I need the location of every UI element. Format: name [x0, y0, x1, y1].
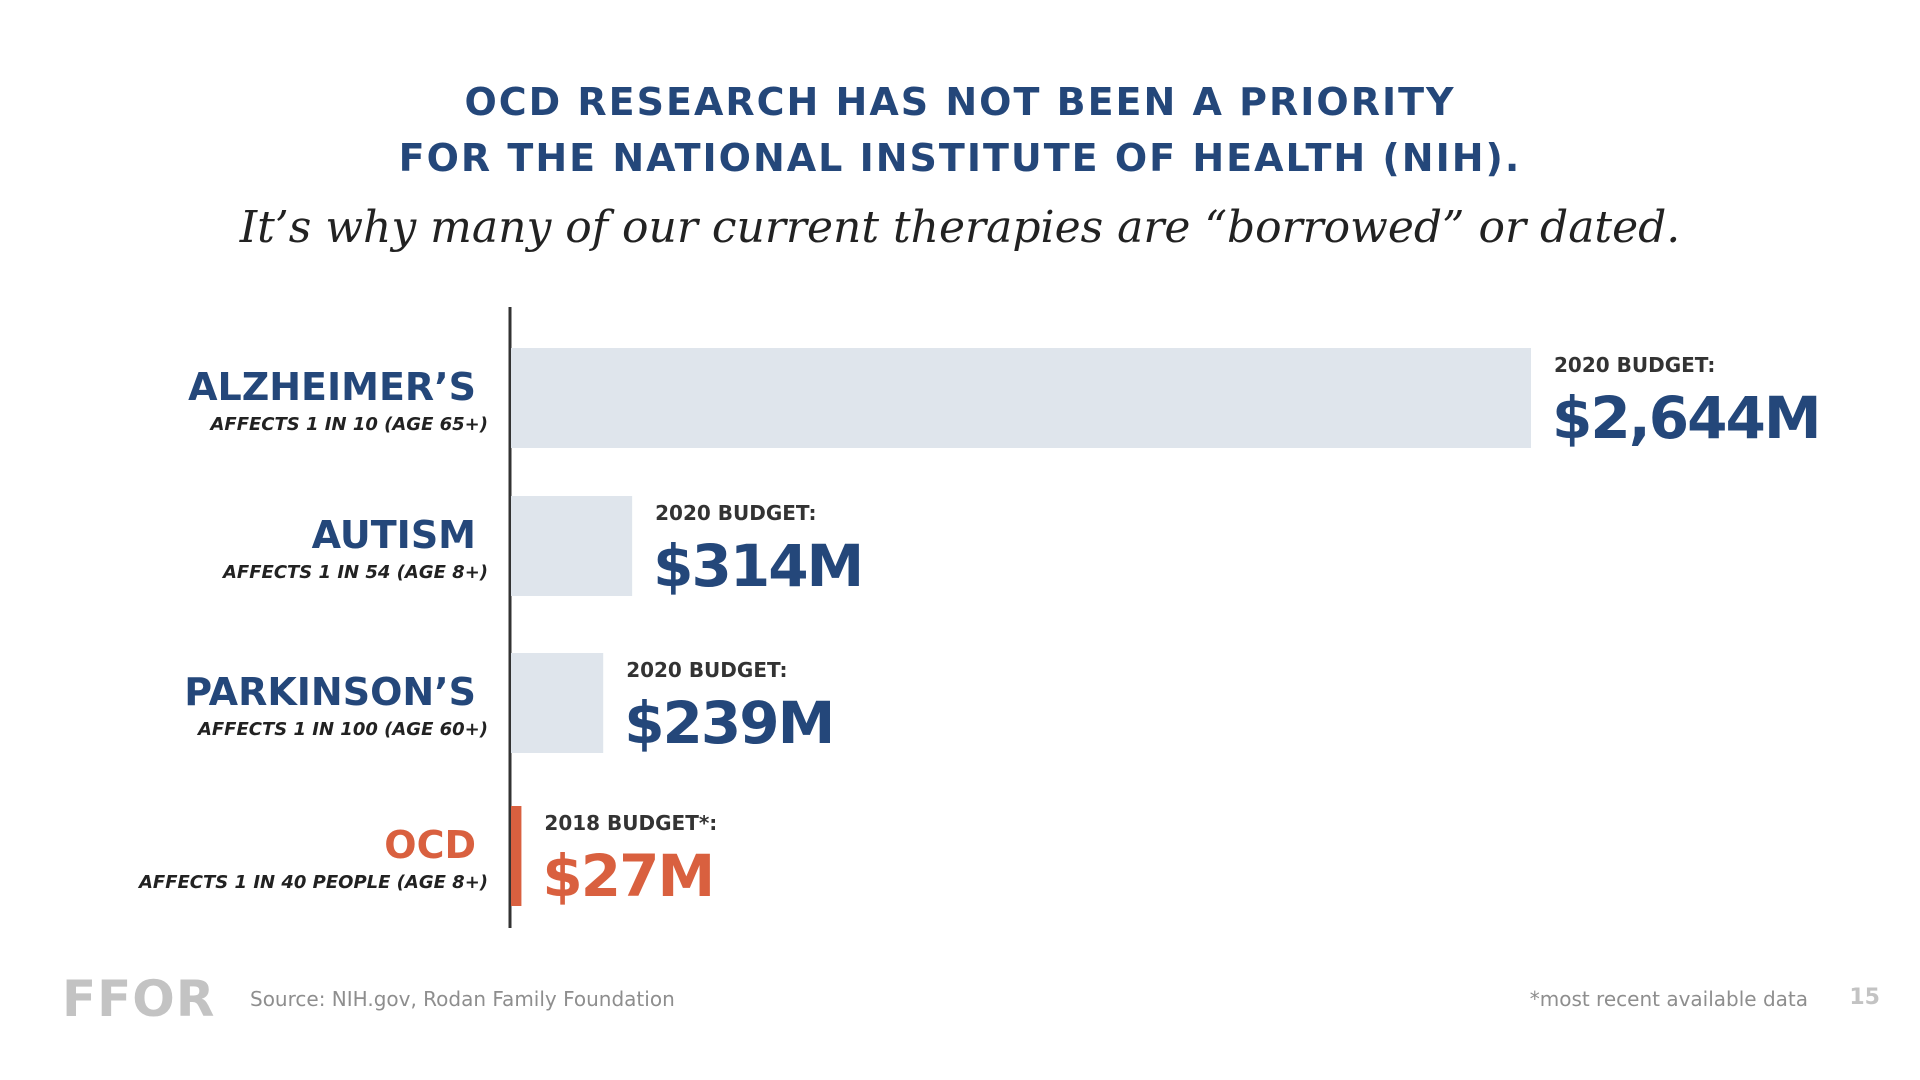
title-line-1: OCD RESEARCH HAS NOT BEEN A PRIORITY: [464, 80, 1456, 124]
value-caption-0: 2020 BUDGET:: [1554, 353, 1715, 377]
value-label-3: $27M: [542, 842, 713, 910]
bar-2: [511, 653, 604, 753]
subtitle: It’s why many of our current therapies a…: [239, 202, 1681, 253]
category-note-2: AFFECTS 1 IN 100 (AGE 60+): [196, 719, 488, 740]
category-note-3: AFFECTS 1 IN 40 PEOPLE (AGE 8+): [137, 872, 488, 893]
value-caption-2: 2020 BUDGET:: [626, 658, 787, 682]
bar-3: [511, 806, 522, 906]
value-label-2: $239M: [624, 689, 833, 757]
bar-0: [511, 348, 1531, 448]
footnote: *most recent available data: [1529, 987, 1808, 1011]
title-line-2: FOR THE NATIONAL INSTITUTE OF HEALTH (NI…: [398, 136, 1522, 180]
source-note: Source: NIH.gov, Rodan Family Foundation: [250, 987, 675, 1011]
value-caption-1: 2020 BUDGET:: [655, 501, 816, 525]
category-label-0: ALZHEIMER’S: [188, 365, 476, 409]
value-caption-3: 2018 BUDGET*:: [544, 811, 717, 835]
category-note-1: AFFECTS 1 IN 54 (AGE 8+): [221, 562, 488, 583]
category-note-0: AFFECTS 1 IN 10 (AGE 65+): [208, 414, 488, 435]
category-label-3: OCD: [384, 823, 476, 867]
page-number: 15: [1849, 985, 1880, 1010]
category-label-2: PARKINSON’S: [184, 670, 476, 714]
category-label-1: AUTISM: [312, 513, 476, 557]
value-label-1: $314M: [653, 532, 862, 600]
value-label-0: $2,644M: [1552, 384, 1820, 452]
bar-1: [511, 496, 633, 596]
ffor-logo: FFOR: [62, 970, 216, 1028]
